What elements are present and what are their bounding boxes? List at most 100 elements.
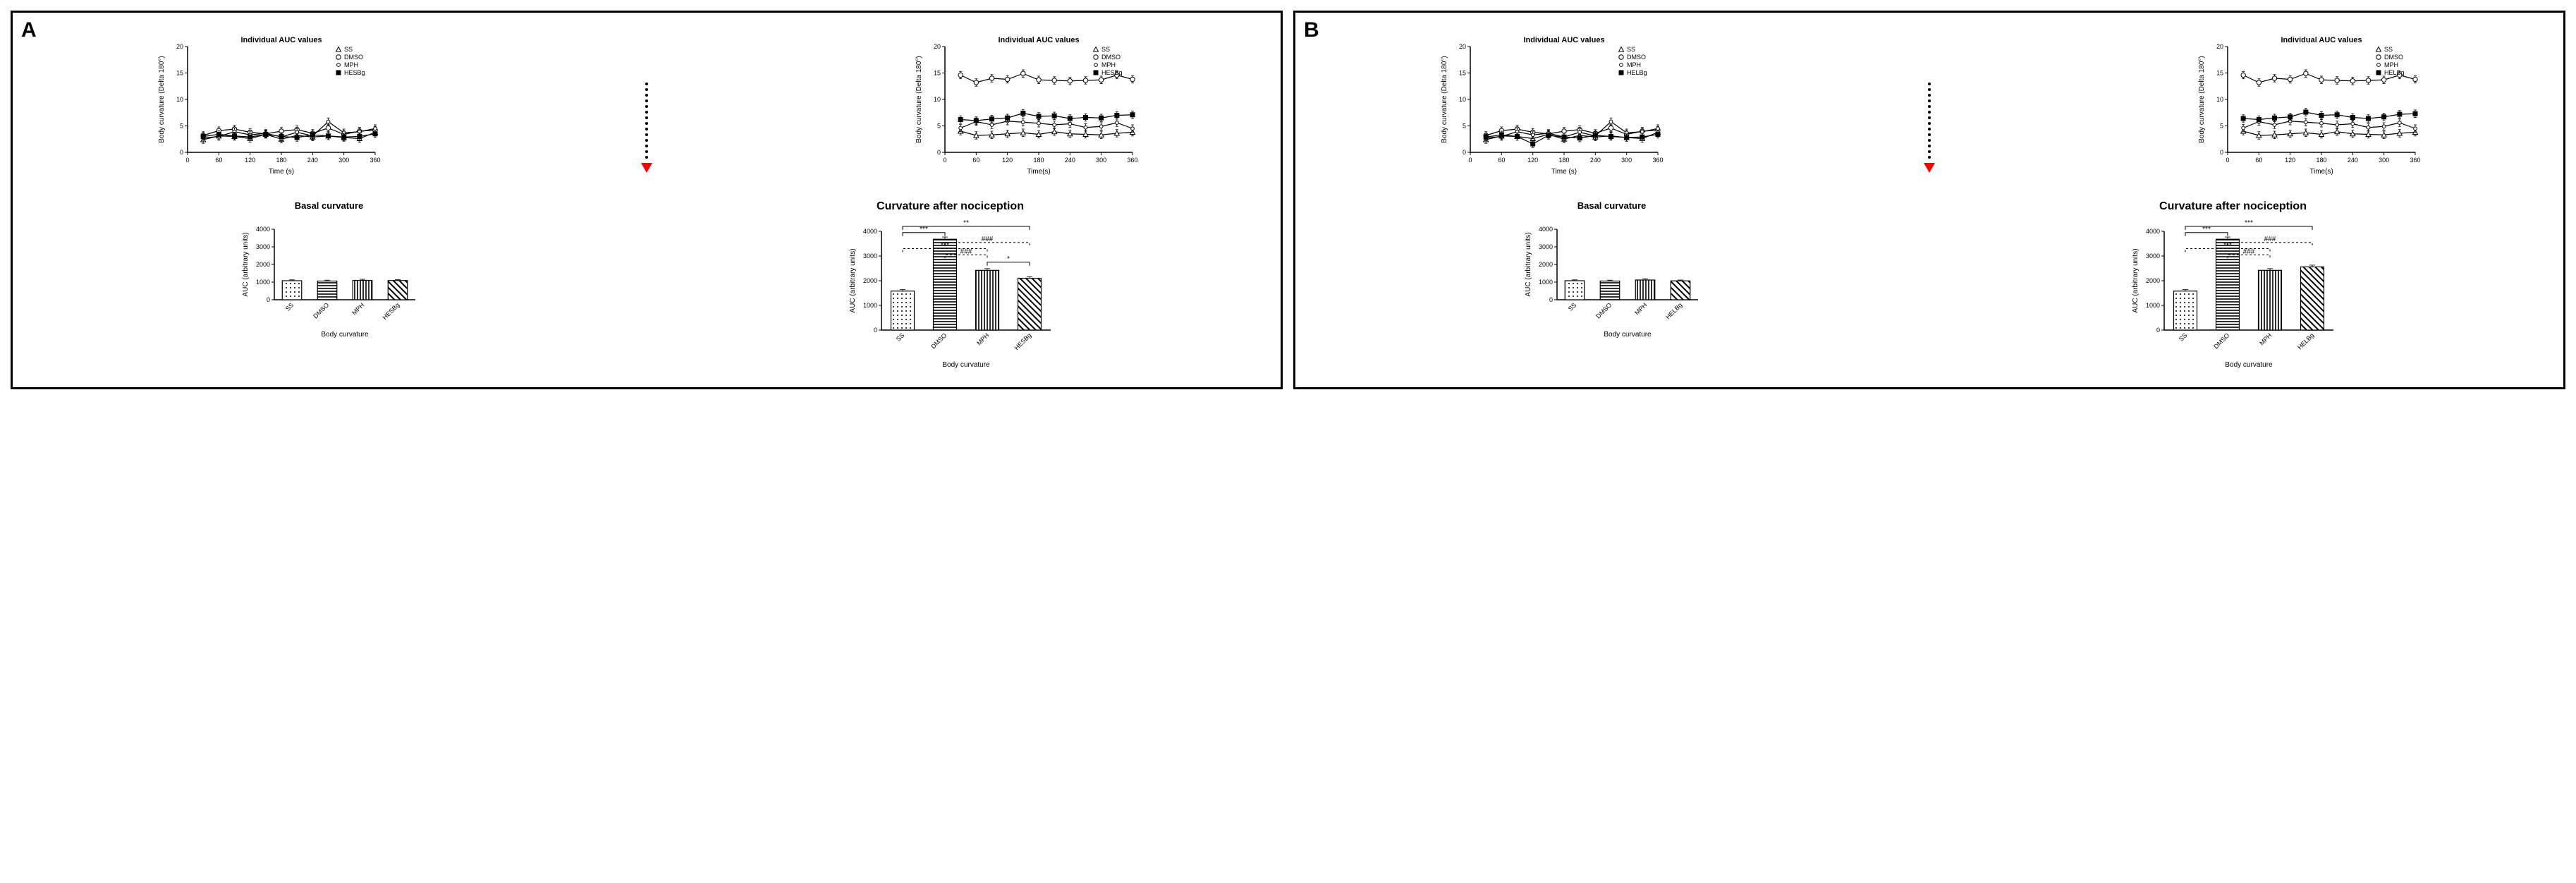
svg-text:HESBg: HESBg [1013,331,1032,351]
svg-text:0: 0 [2226,157,2229,164]
svg-text:0: 0 [266,296,269,303]
svg-text:SS: SS [2177,331,2188,343]
svg-text:SS: SS [283,301,295,312]
top-row: 05101520060120180240300360Time (s)Body c… [25,35,1268,190]
svg-text:SS: SS [2384,46,2393,53]
svg-text:0: 0 [937,149,941,156]
svg-text:HELBg: HELBg [2384,69,2405,76]
svg-text:300: 300 [1096,157,1106,164]
svg-text:2000: 2000 [862,277,877,284]
svg-text:SS: SS [1627,46,1635,53]
svg-text:MPH: MPH [1627,61,1641,68]
svg-text:Time(s): Time(s) [1027,168,1051,176]
line-chart-pre: 05101520060120180240300360Time (s)Body c… [1438,35,1664,180]
bar-basal-wrap: Basal curvature01000200030004000SSDMSOMP… [238,200,421,344]
bar-post-title: Curvature after nociception [845,200,1056,213]
svg-text:300: 300 [338,157,349,164]
svg-text:###: ### [2264,236,2276,243]
svg-text:Time(s): Time(s) [2309,168,2333,176]
svg-text:10: 10 [934,96,941,103]
svg-text:120: 120 [245,157,255,164]
svg-text:2000: 2000 [1538,261,1552,268]
svg-text:SS: SS [894,331,905,343]
svg-text:Individual AUC values: Individual AUC values [1524,36,1605,44]
svg-text:3000: 3000 [2145,252,2159,260]
svg-text:Time (s): Time (s) [1551,168,1577,176]
bar-chart-svg: 01000200030004000SSDMSOMPHHELBgBody curv… [2128,216,2339,371]
svg-text:MPH: MPH [975,331,990,346]
panel-label: B [1304,18,1319,42]
svg-text:0: 0 [2156,327,2159,334]
line-chart-pre: 05101520060120180240300360Time (s)Body c… [155,35,381,180]
panel-A: A05101520060120180240300360Time (s)Body … [11,11,1283,389]
svg-text:DMSO: DMSO [1101,54,1121,61]
bar-basal-wrap: Basal curvature01000200030004000SSDMSOMP… [1520,200,1704,344]
svg-text:180: 180 [276,157,287,164]
svg-text:Individual AUC values: Individual AUC values [241,36,322,44]
svg-text:MPH: MPH [2258,331,2273,346]
svg-text:Body curvature (Delta 180°): Body curvature (Delta 180°) [1441,56,1448,143]
svg-text:DMSO: DMSO [344,54,363,61]
line-chart-post: 05101520060120180240300360Time(s)Body cu… [912,35,1138,180]
bar-post-wrap: Curvature after nociception0100020003000… [2128,200,2339,374]
svg-text:Individual AUC values: Individual AUC values [2281,36,2362,44]
svg-text:1000: 1000 [2145,302,2159,309]
svg-text:3000: 3000 [862,252,877,260]
svg-text:10: 10 [176,96,183,103]
svg-text:Individual AUC values: Individual AUC values [998,36,1079,44]
svg-text:15: 15 [2216,70,2223,77]
svg-text:1000: 1000 [255,279,269,286]
svg-text:DMSO: DMSO [2384,54,2403,61]
svg-text:3000: 3000 [255,243,269,250]
svg-text:15: 15 [934,70,941,77]
svg-text:2000: 2000 [2145,277,2159,284]
svg-text:DMSO: DMSO [1627,54,1646,61]
svg-text:5: 5 [937,123,941,130]
svg-text:HELBg: HELBg [2296,331,2315,351]
svg-text:60: 60 [1498,157,1506,164]
svg-text:180: 180 [1033,157,1044,164]
svg-text:DMSO: DMSO [2212,331,2230,350]
bar-chart-svg: 01000200030004000SSDMSOMPHHESBgBody curv… [238,214,421,341]
svg-text:Time (s): Time (s) [269,168,294,176]
bar-chart-svg: 01000200030004000SSDMSOMPHHELBgBody curv… [1520,214,1704,341]
stimulus-arrow [641,35,652,190]
svg-text:Body curvature: Body curvature [2225,361,2273,369]
bottom-row: Basal curvature01000200030004000SSDMSOMP… [1308,200,2551,374]
bar-chart-svg: 01000200030004000SSDMSOMPHHESBgBody curv… [845,216,1056,371]
svg-text:***: *** [2245,219,2253,227]
svg-text:DMSO: DMSO [929,331,948,350]
svg-text:10: 10 [1459,96,1466,103]
svg-text:300: 300 [2379,157,2389,164]
svg-text:360: 360 [370,157,381,164]
svg-text:###: ### [981,236,993,243]
svg-text:0: 0 [180,149,183,156]
svg-text:2000: 2000 [255,261,269,268]
svg-text:HELBg: HELBg [1627,69,1647,76]
bar-basal-title: Basal curvature [238,200,421,211]
svg-text:SS: SS [344,46,353,53]
line-chart-post: 05101520060120180240300360Time(s)Body cu… [2195,35,2421,180]
svg-text:AUC (arbitrary units): AUC (arbitrary units) [1525,232,1532,296]
svg-text:DMSO: DMSO [312,301,330,319]
panel-label: A [21,18,37,42]
svg-text:HELBg: HELBg [1664,301,1683,320]
bottom-row: Basal curvature01000200030004000SSDMSOMP… [25,200,1268,374]
svg-text:1000: 1000 [862,302,877,309]
svg-text:Body curvature: Body curvature [321,331,369,339]
svg-text:1000: 1000 [1538,279,1552,286]
svg-text:5: 5 [2220,123,2223,130]
svg-text:MPH: MPH [350,301,365,316]
line-chart-svg: 05101520060120180240300360Time (s)Body c… [1438,35,1664,176]
svg-text:10: 10 [2216,96,2223,103]
svg-text:SS: SS [1101,46,1110,53]
svg-text:SS: SS [1566,301,1577,312]
svg-text:###: ### [960,248,972,255]
svg-text:AUC (arbitrary units): AUC (arbitrary units) [242,232,250,296]
svg-text:0: 0 [2220,149,2223,156]
top-row: 05101520060120180240300360Time (s)Body c… [1308,35,2551,190]
svg-text:120: 120 [2285,157,2295,164]
svg-text:20: 20 [934,43,941,50]
svg-text:MPH: MPH [2384,61,2398,68]
svg-text:120: 120 [1002,157,1013,164]
